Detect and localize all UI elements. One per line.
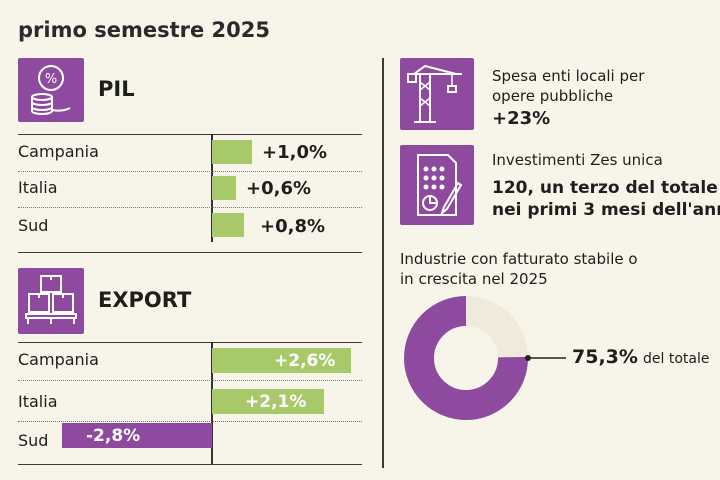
export-value-sud: -2,8%	[86, 426, 141, 446]
pil-title: PIL	[98, 77, 135, 101]
spesa-line-2: opere pubbliche	[492, 87, 614, 105]
document-chart-icon	[417, 154, 463, 216]
pil-label-sud: Sud	[18, 216, 49, 235]
pil-divider-2	[18, 207, 362, 208]
zes-value-line-1: 120, un terzo del totale	[492, 178, 718, 198]
export-bar-campania	[212, 348, 352, 373]
industrie-line-2: in crescita nel 2025	[400, 270, 548, 288]
pil-label-campania: Campania	[18, 142, 99, 161]
zes-line-1: Investimenti Zes unica	[492, 151, 663, 169]
spesa-icon-box	[400, 58, 474, 130]
export-label-italia: Italia	[18, 392, 58, 411]
export-title: EXPORT	[98, 288, 192, 312]
donut-arc-stabile-crescita	[404, 296, 528, 420]
boxes-pallet-icon	[25, 275, 77, 324]
coins-percent-icon: %	[31, 65, 71, 115]
pil-value-italia: +0,6%	[246, 178, 312, 199]
export-bottom-rule	[18, 464, 362, 465]
pil-bar-sud	[212, 213, 244, 237]
export-top-rule	[18, 342, 362, 343]
pil-bottom-rule	[18, 252, 362, 253]
export-bar-sud	[62, 423, 212, 448]
column-divider	[382, 58, 384, 468]
export-value-campania: +2,6%	[274, 351, 336, 371]
pil-icon-box: %	[18, 58, 84, 122]
export-label-sud: Sud	[18, 431, 49, 450]
donut-leader-dot	[525, 355, 531, 361]
export-divider-1	[18, 380, 362, 381]
spesa-line-1: Spesa enti locali per	[492, 67, 645, 85]
pil-bar-campania	[212, 140, 252, 164]
zes-icon-box	[400, 145, 474, 225]
export-divider-2	[18, 421, 362, 422]
pil-divider-1	[18, 171, 362, 172]
industrie-value-row: 75,3% del totale	[572, 346, 709, 368]
industrie-donut-chart	[404, 296, 566, 420]
pil-value-campania: +1,0%	[262, 142, 328, 163]
zes-value-line-2: nei primi 3 mesi dell'anno	[492, 200, 720, 220]
spesa-value: +23%	[492, 108, 551, 129]
pil-label-italia: Italia	[18, 178, 58, 197]
pil-bar-italia	[212, 176, 236, 200]
industrie-suffix: del totale	[643, 351, 710, 367]
pil-value-sud: +0,8%	[260, 216, 326, 237]
export-label-campania: Campania	[18, 350, 99, 369]
export-value-italia: +2,1%	[245, 392, 307, 412]
export-bar-italia	[212, 389, 325, 414]
export-icon-box	[18, 268, 84, 334]
industrie-line-1: Industrie con fatturato stabile o	[400, 250, 638, 268]
crane-icon	[407, 64, 462, 123]
page-title: primo semestre 2025	[18, 18, 270, 42]
pil-top-rule	[18, 134, 362, 135]
industrie-value: 75,3%	[572, 346, 638, 368]
svg-text:%: %	[45, 72, 57, 87]
